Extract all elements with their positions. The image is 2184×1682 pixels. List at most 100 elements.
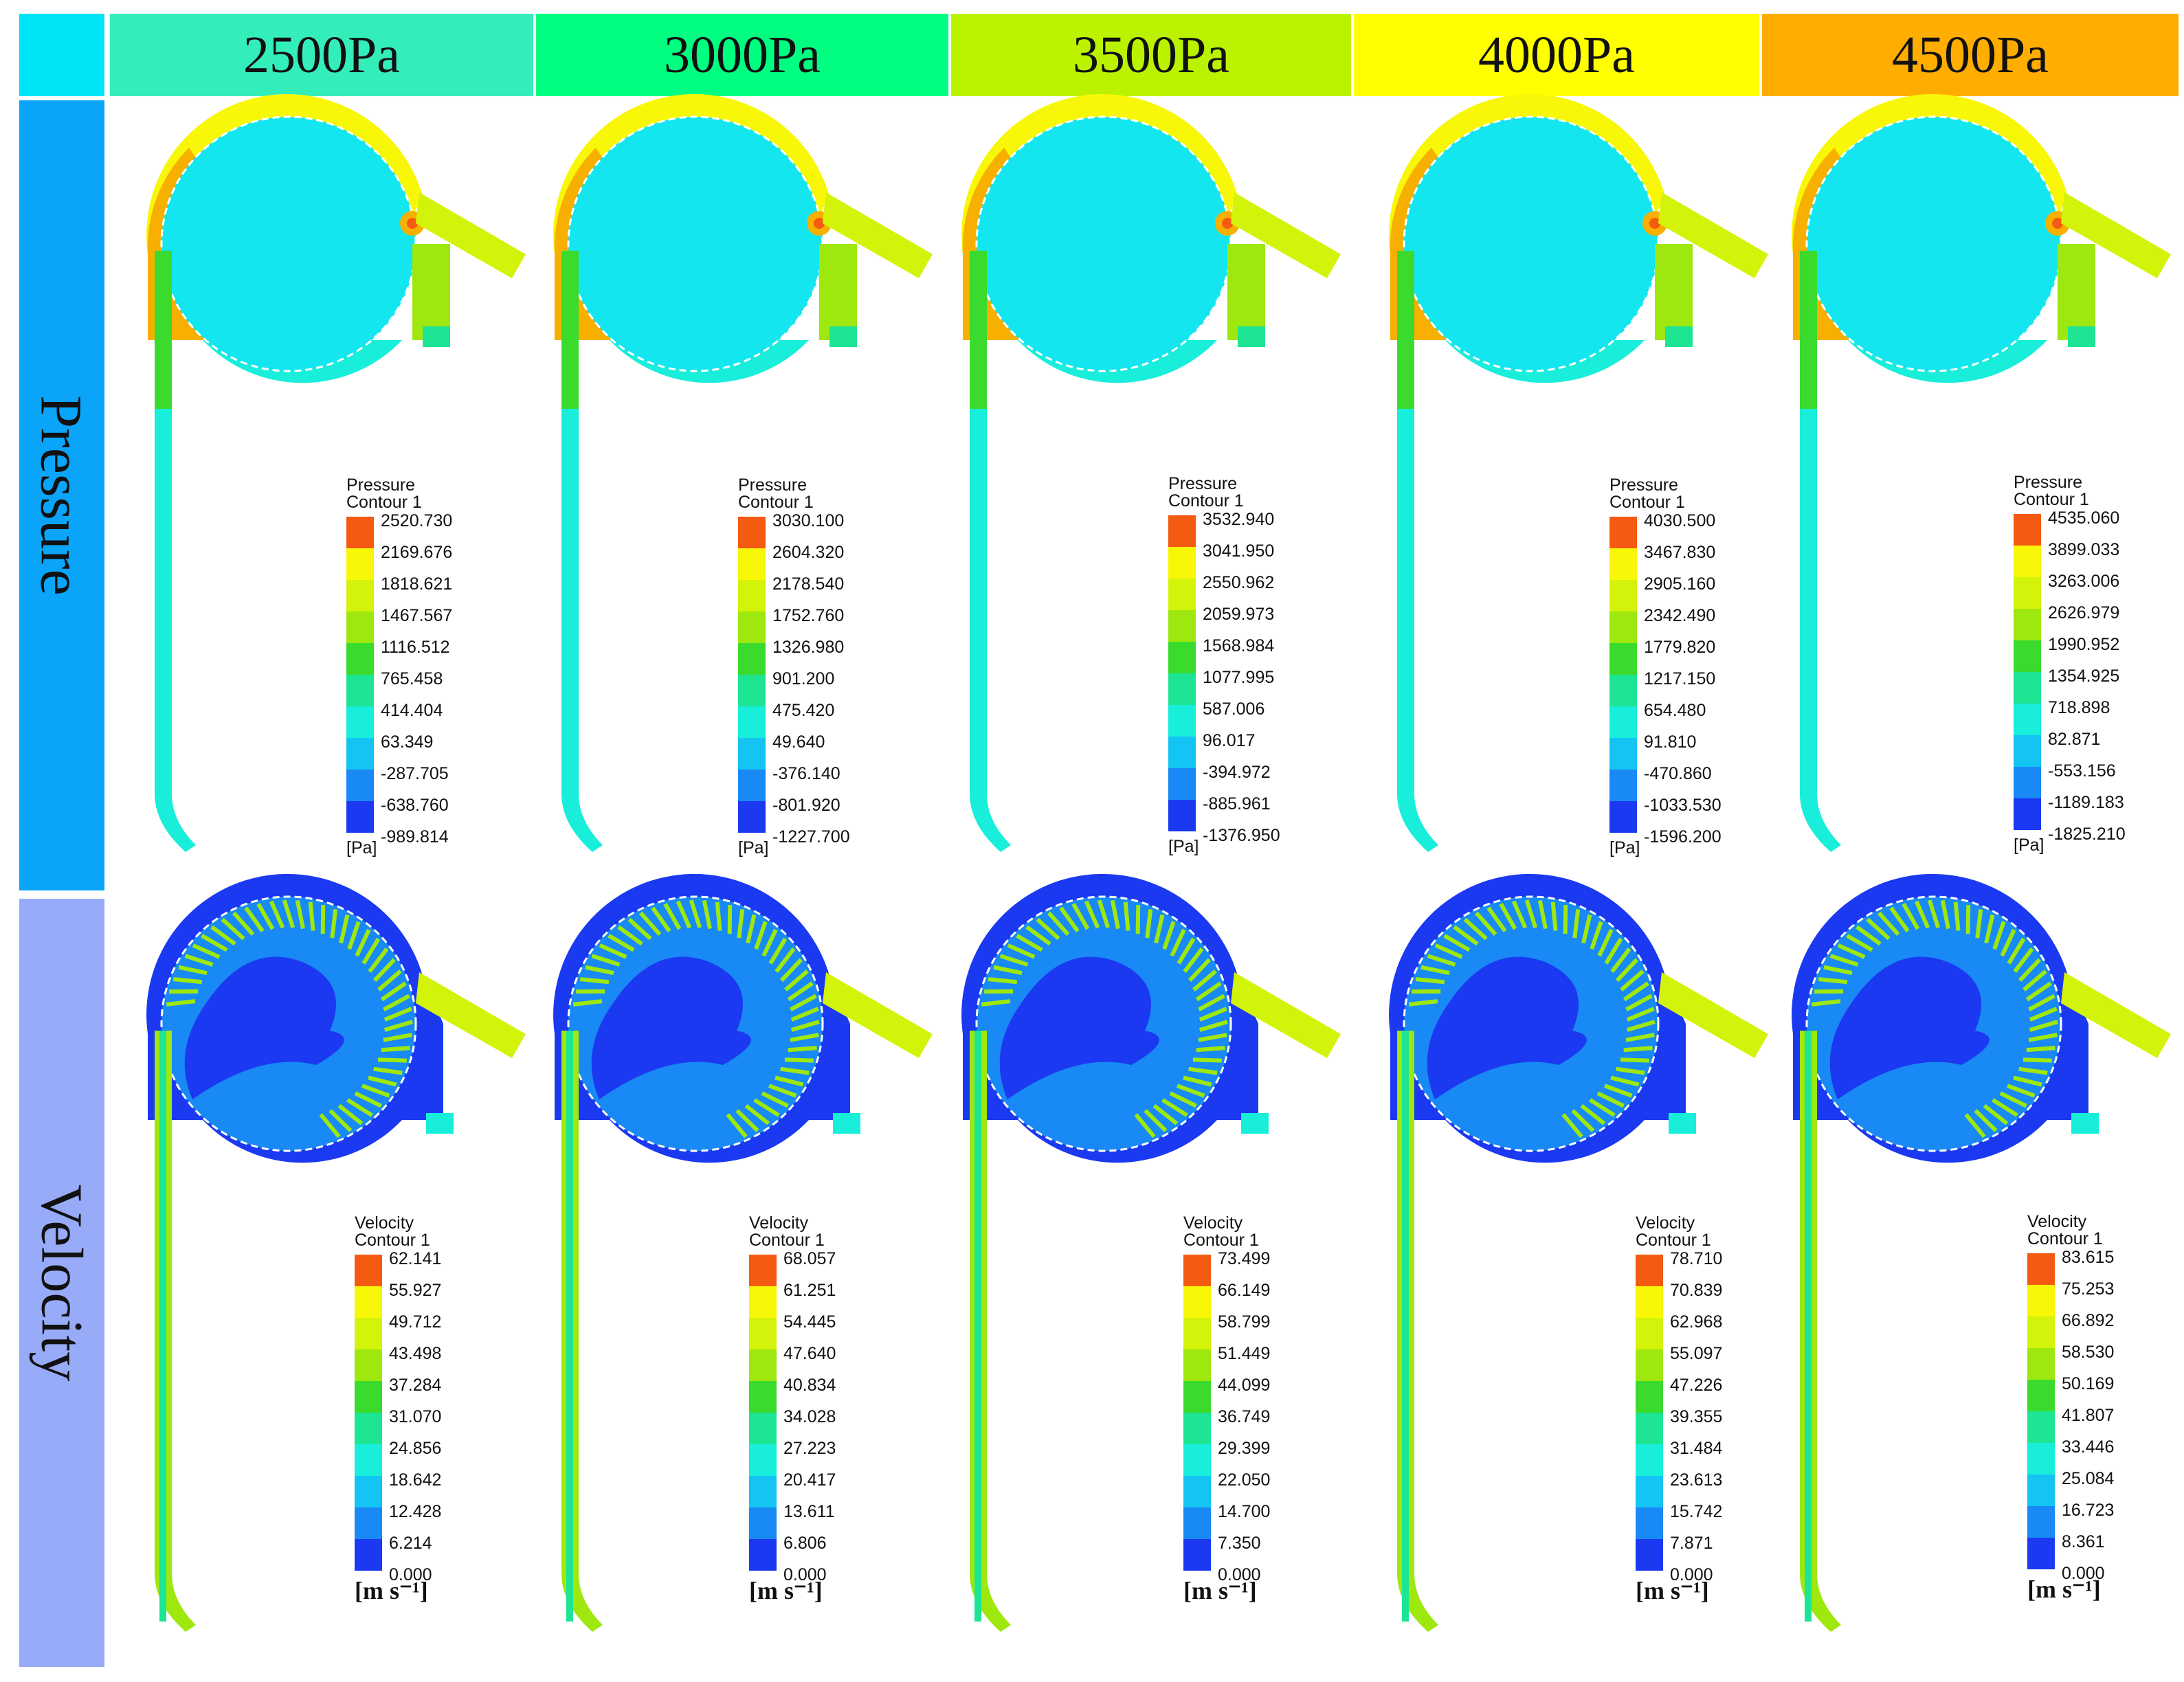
legend-tick-label: 40.834: [783, 1376, 836, 1395]
legend-color-swatch: [749, 1444, 777, 1476]
rotor-blade: [2013, 947, 2034, 974]
legend-tick-label: 718.898: [2048, 698, 2110, 717]
legend-tick-label: 587.006: [1203, 699, 1265, 719]
rotor-blade: [1161, 1098, 1188, 1117]
housing-band: [1389, 93, 1665, 254]
legend-tick-label: 73.499: [1218, 1249, 1271, 1268]
legend-color-swatch: [1636, 1507, 1663, 1539]
legend-tick-label: 31.070: [389, 1407, 442, 1426]
rotor-blade: [1877, 911, 1900, 936]
legend-tick-label: -1596.200: [1644, 827, 1721, 846]
legend-tick-label: 475.420: [772, 701, 835, 720]
legend-tick-label: -638.760: [381, 796, 449, 815]
legend-tick-label: 1354.925: [2048, 666, 2120, 686]
legend-tick-label: 33.446: [2062, 1437, 2115, 1457]
rotor-blade: [1829, 954, 1859, 967]
legend-tick-label: 36.749: [1218, 1407, 1271, 1426]
rotor-blade: [726, 1113, 748, 1139]
rotor-blade: [373, 1066, 403, 1075]
row-label-text: Velocity: [29, 1184, 96, 1382]
rotor-blade: [1434, 943, 1463, 959]
legend-color-swatch: [346, 612, 374, 643]
rotor-blade: [320, 905, 326, 934]
rotor-blade: [172, 977, 203, 985]
legend-color-swatch: [738, 580, 766, 612]
legend-tick-label: 2059.973: [1203, 605, 1275, 624]
rotor-blade: [381, 1046, 410, 1053]
legend-color-swatch: [1168, 768, 1196, 800]
legend-tick-label: -801.920: [772, 796, 840, 815]
rotor-blade: [355, 928, 371, 957]
legend-tick-label: 7.350: [1218, 1534, 1261, 1553]
low-velocity-core: [999, 956, 1159, 1099]
legend-color-swatch: [738, 548, 766, 580]
rotor-blade: [1983, 1103, 2009, 1125]
rotor-blade: [572, 999, 603, 1007]
rotor-blade: [1198, 994, 1225, 1012]
rotor-blade: [1188, 958, 1212, 983]
rotor-blade: [1620, 1057, 1649, 1063]
legend-subtitle: Contour 1: [1183, 1231, 1259, 1250]
legend-color-swatch: [1609, 580, 1637, 612]
rotor-blade: [1866, 917, 1891, 941]
legend-color-swatch: [1609, 643, 1637, 675]
legend-title: Velocity: [1636, 1213, 1695, 1233]
legend-tick-label: 49.640: [772, 732, 825, 752]
legend-tick-label: 22.050: [1218, 1470, 1271, 1490]
rotor-blade: [269, 900, 285, 929]
legend-color-swatch: [1183, 1507, 1211, 1539]
rotor-blade: [1965, 905, 1971, 934]
legend-tick-label: 2342.490: [1644, 606, 1716, 625]
rotor-blade: [1625, 1033, 1655, 1042]
legend-color-swatch: [355, 1413, 382, 1444]
legend-tick-label: 25.084: [2062, 1469, 2115, 1488]
legend-tick-label: 20.417: [783, 1470, 836, 1490]
right-casing-foot: [833, 1113, 860, 1134]
legend-color-swatch: [346, 675, 374, 706]
rotor-blade: [638, 911, 662, 936]
rotor-blade: [1145, 909, 1153, 939]
legend-tick-label: 3532.940: [1203, 510, 1275, 529]
legend-color-swatch: [749, 1286, 777, 1318]
rotor-blade: [1071, 902, 1090, 930]
rotor-blade: [1486, 906, 1507, 932]
legend-tick-label: 1467.567: [381, 606, 453, 625]
legend-color-swatch: [1168, 642, 1196, 673]
right-casing-foot: [1241, 1113, 1269, 1134]
outlet-duct: [416, 192, 526, 278]
row-label-pressure: Pressure: [19, 100, 104, 890]
rotor-blade: [727, 905, 733, 934]
legend-color-swatch: [2027, 1380, 2055, 1411]
legend-title: Velocity: [355, 1213, 414, 1233]
legend-color-swatch: [1609, 770, 1637, 801]
legend-color-swatch: [355, 1318, 382, 1349]
legend-tick-label: 1568.984: [1203, 636, 1275, 655]
rotor-blade: [1025, 925, 1051, 946]
legend-tick-label: -1825.210: [2048, 825, 2126, 844]
rotor-blade: [753, 1098, 780, 1117]
legend-subtitle: Contour 1: [749, 1231, 825, 1250]
discharge-pipe-upper: [561, 251, 579, 409]
legend-color-swatch: [749, 1318, 777, 1349]
rotor-disc: [1805, 115, 2062, 372]
legend-tick-label: 61.251: [783, 1281, 836, 1300]
rotor-blade: [754, 921, 768, 950]
legend-subtitle: Contour 1: [738, 493, 814, 512]
legend-tick-label: 3899.033: [2048, 540, 2120, 559]
legend-title: Pressure: [2014, 473, 2083, 492]
rotor-blade: [651, 906, 671, 932]
rotor-blade: [308, 901, 315, 931]
legend-color-swatch: [1183, 1413, 1211, 1444]
outlet-duct: [2061, 192, 2171, 278]
row-label-velocity: Velocity: [19, 899, 104, 1667]
legend-color-swatch: [2027, 1348, 2055, 1380]
legend-tick-label: -376.140: [772, 764, 840, 783]
legend-color-swatch: [1168, 800, 1196, 831]
rotor-blade: [1604, 937, 1623, 965]
rotor-blade: [377, 1057, 407, 1063]
legend-tick-label: 1990.952: [2048, 635, 2120, 654]
rotor-blade: [1615, 958, 1639, 983]
rotor-blade: [784, 969, 809, 991]
rotor-disc: [160, 115, 417, 372]
legend-tick-label: -1033.530: [1644, 796, 1721, 815]
